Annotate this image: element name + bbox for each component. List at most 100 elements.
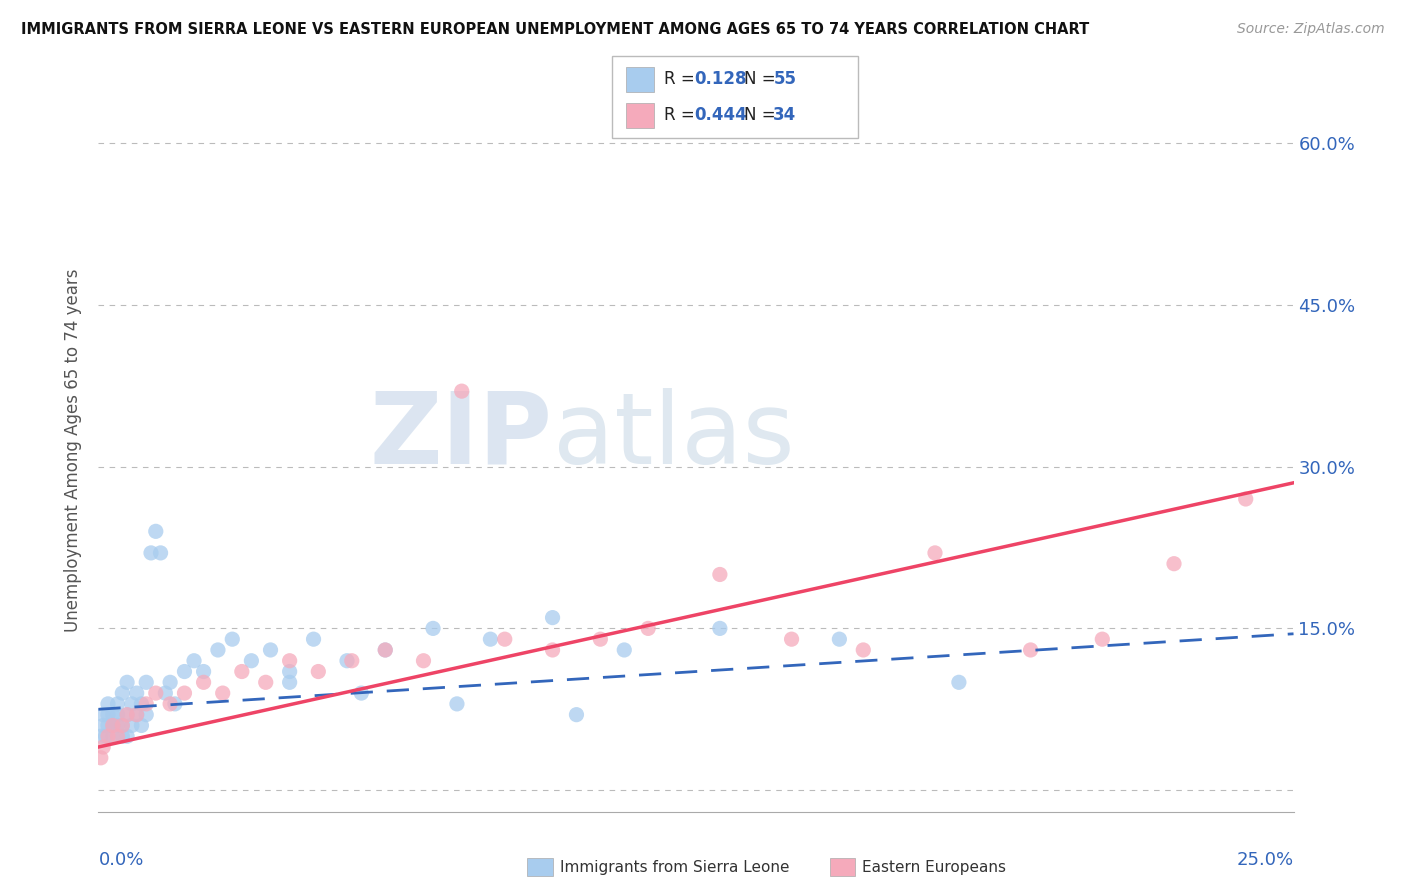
Point [374, 643, 396, 657]
Point [97, 729, 120, 743]
Text: 0.0%: 0.0% [98, 852, 143, 870]
Point [91, 739, 114, 754]
Point [240, 654, 263, 668]
Point [412, 654, 434, 668]
Point [336, 654, 359, 668]
Point [1234, 491, 1257, 506]
Point [231, 665, 253, 679]
Point [828, 632, 851, 647]
Point [135, 707, 157, 722]
Point [155, 686, 177, 700]
Point [709, 567, 731, 582]
Point [111, 718, 134, 732]
Text: atlas: atlas [553, 387, 794, 484]
Point [948, 675, 970, 690]
Text: Source: ZipAtlas.com: Source: ZipAtlas.com [1237, 22, 1385, 37]
Point [278, 665, 301, 679]
Point [565, 707, 588, 722]
Point [374, 643, 396, 657]
Point [101, 707, 124, 722]
Text: 25.0%: 25.0% [1236, 852, 1294, 870]
Point [97, 697, 120, 711]
Point [254, 675, 277, 690]
Point [450, 384, 472, 399]
Point [121, 697, 143, 711]
Point [1091, 632, 1114, 647]
Point [709, 621, 731, 635]
Point [278, 654, 301, 668]
Text: 34: 34 [773, 106, 797, 124]
Text: 0.128: 0.128 [695, 70, 747, 88]
Point [115, 675, 138, 690]
Point [125, 707, 148, 722]
Point [107, 729, 129, 743]
Point [149, 546, 172, 560]
Point [479, 632, 502, 647]
Point [541, 610, 564, 624]
Point [107, 707, 129, 722]
Point [97, 718, 120, 732]
Point [494, 632, 516, 647]
Point [131, 697, 153, 711]
Point [163, 697, 186, 711]
Text: IMMIGRANTS FROM SIERRA LEONE VS EASTERN EUROPEAN UNEMPLOYMENT AMONG AGES 65 TO 7: IMMIGRANTS FROM SIERRA LEONE VS EASTERN … [21, 22, 1090, 37]
Text: R =: R = [664, 106, 700, 124]
Text: N =: N = [744, 70, 780, 88]
Point [211, 686, 233, 700]
Point [125, 686, 148, 700]
Point [183, 654, 205, 668]
Point [135, 675, 157, 690]
Point [145, 686, 167, 700]
Point [193, 665, 215, 679]
Point [115, 707, 138, 722]
Text: ZIP: ZIP [370, 387, 553, 484]
Point [340, 654, 363, 668]
Point [613, 643, 636, 657]
Point [135, 697, 157, 711]
Y-axis label: Unemployment Among Ages 65 to 74 years: Unemployment Among Ages 65 to 74 years [65, 268, 83, 632]
Point [91, 718, 114, 732]
Point [90, 729, 112, 743]
Point [115, 729, 138, 743]
Point [111, 718, 134, 732]
Point [173, 665, 195, 679]
Point [278, 675, 301, 690]
Text: Eastern Europeans: Eastern Europeans [862, 860, 1005, 874]
Point [193, 675, 215, 690]
Point [852, 643, 875, 657]
Point [101, 718, 124, 732]
Point [259, 643, 281, 657]
Point [159, 697, 181, 711]
Point [159, 675, 181, 690]
Point [101, 729, 124, 743]
Point [173, 686, 195, 700]
Point [107, 697, 129, 711]
Text: N =: N = [744, 106, 780, 124]
Point [94, 729, 117, 743]
Point [350, 686, 373, 700]
Point [145, 524, 167, 539]
Point [637, 621, 659, 635]
Point [97, 707, 120, 722]
Point [1019, 643, 1042, 657]
Point [101, 718, 124, 732]
Point [1163, 557, 1185, 571]
Point [139, 546, 162, 560]
Point [115, 707, 138, 722]
Point [121, 718, 143, 732]
Point [111, 686, 134, 700]
Point [307, 665, 329, 679]
Point [924, 546, 946, 560]
Point [207, 643, 229, 657]
Text: R =: R = [664, 70, 700, 88]
Point [422, 621, 444, 635]
Text: 55: 55 [773, 70, 796, 88]
Point [90, 751, 112, 765]
Point [107, 718, 129, 732]
Text: Immigrants from Sierra Leone: Immigrants from Sierra Leone [560, 860, 789, 874]
Point [91, 707, 114, 722]
Point [111, 729, 134, 743]
Point [221, 632, 243, 647]
Point [302, 632, 325, 647]
Point [541, 643, 564, 657]
